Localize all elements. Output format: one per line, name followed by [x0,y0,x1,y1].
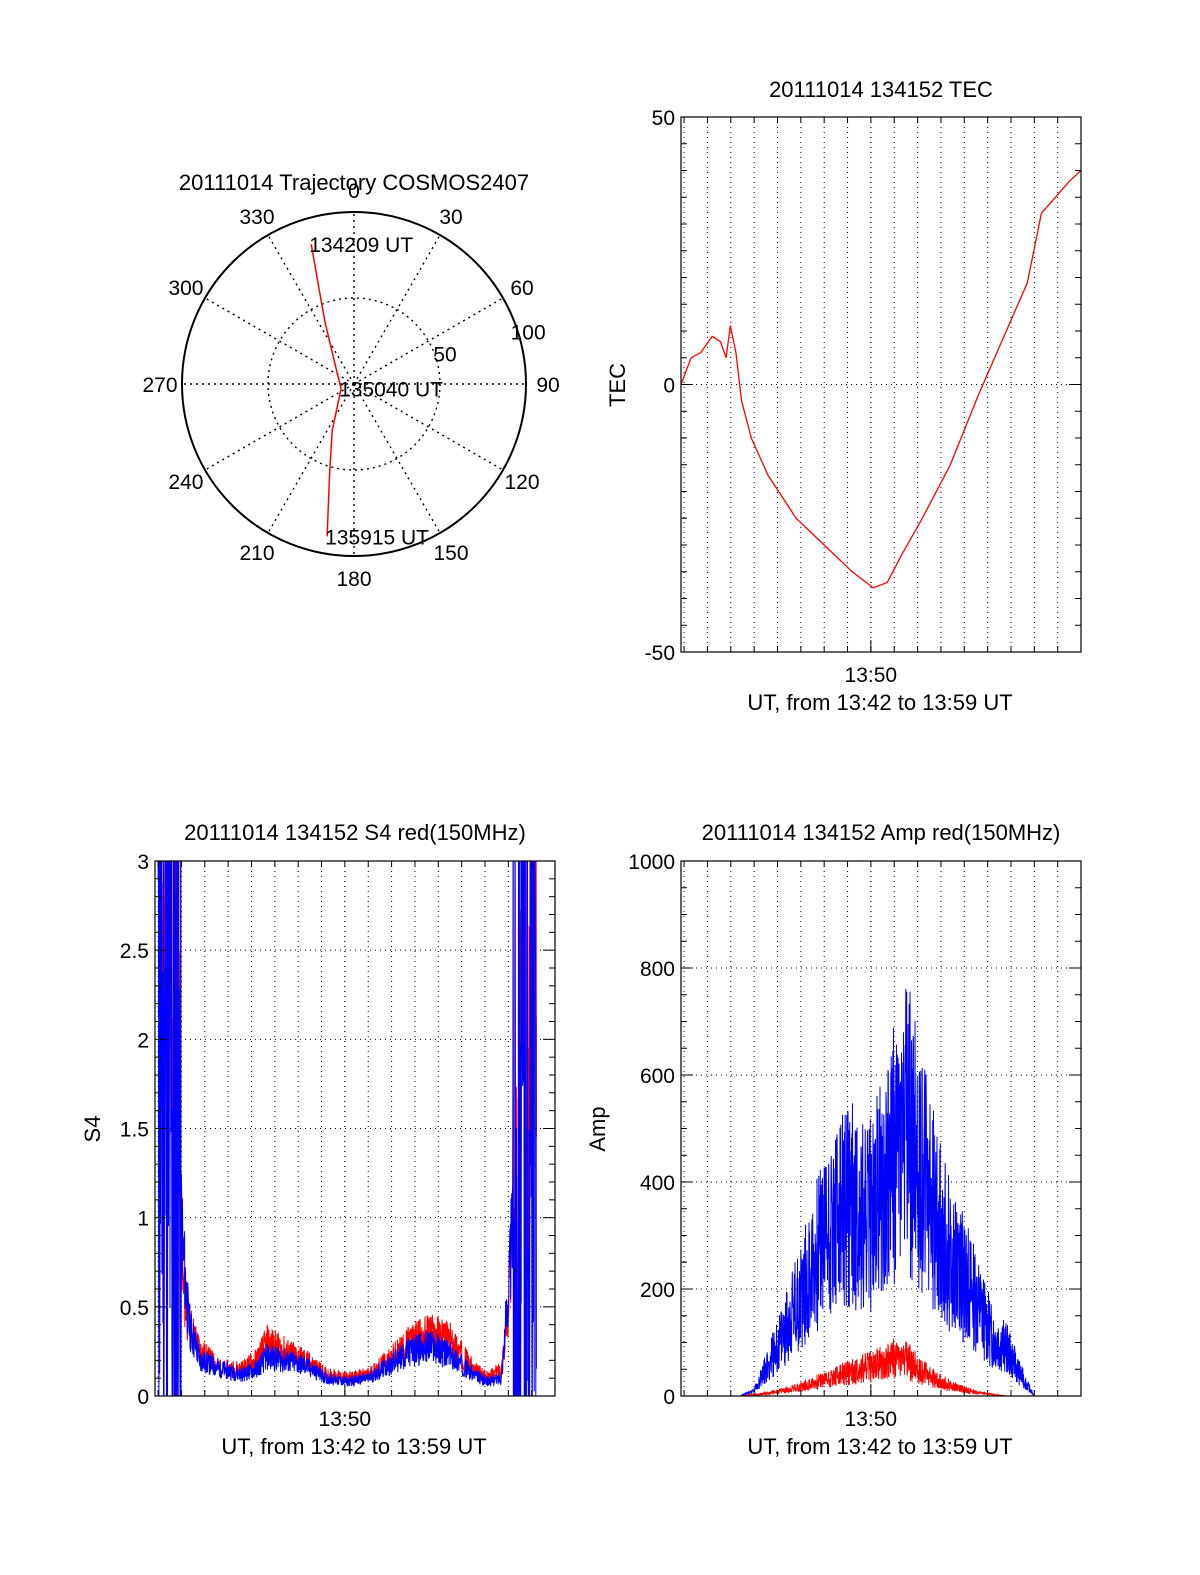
tec-xtick-label: 13:50 [845,664,898,687]
polar-grid-spoke [267,234,355,385]
polar-azimuth-label: 240 [168,471,203,494]
polar-grid-spoke [353,297,504,385]
amp-ytick-label: 800 [640,958,675,981]
amp-ticks: 0 200 400 600 800 1000 13:50 [628,851,1081,1431]
tec-ytick-label: -50 [645,642,675,665]
trajectory-line [310,244,342,537]
tec-series [681,170,1081,589]
polar-radial-label: 100 [511,321,546,344]
polar-azimuth-label: 180 [336,568,371,591]
polar-azimuth-label: 150 [433,542,468,565]
polar-azimuth-labels: 0 30 60 90 120 150 180 210 240 270 300 330 [142,180,559,591]
amp-ytick-label: 200 [640,1279,675,1302]
s4-ytick-label: 1.5 [120,1119,149,1142]
polar-radial-labels: 50 100 [433,321,545,366]
amp-plot: 20111014 134152 Amp red(150MHz) 0 200 400 6… [585,820,1082,1459]
tec-ytick-label: 0 [663,375,675,398]
s4-ticks: 0 0.5 1 1.5 2 2.5 3 13:50 [120,851,555,1431]
tec-plot: 20111014 134152 TEC -50 0 50 13:50 TEC UT, … [605,77,1082,715]
tec-series-line-TEC [681,170,1081,589]
amp-title: 20111014 134152 Amp red(150MHz) [702,820,1061,845]
polar-grid [182,212,526,556]
polar-azimuth-label: 270 [142,374,177,397]
amp-ytick-label: 600 [640,1065,675,1088]
tec-ylabel: TEC [605,363,630,407]
polar-radial-label: 50 [433,344,456,367]
trajectory-annotation: 135040 UT [339,379,443,402]
polar-grid-spoke [353,383,504,471]
tec-ytick-label: 50 [652,107,675,130]
trajectory-annotation: 134209 UT [309,234,413,257]
s4-plot: 20111014 134152 S4 red(150MHz) 0 0.5 1 1.5 2… [80,820,556,1459]
amp-ytick-label: 400 [640,1172,675,1195]
polar-grid-spoke [353,383,441,534]
amp-xtick-label: 13:50 [845,1408,898,1431]
amp-series [681,988,1081,1396]
s4-xtick-label: 13:50 [319,1408,372,1431]
s4-series-group [157,861,537,1396]
polar-grid-spoke [353,234,441,385]
amp-ylabel: Amp [585,1106,610,1151]
polar-azimuth-label: 210 [239,542,274,565]
polar-azimuth-label: 60 [510,277,533,300]
s4-ytick-label: 0.5 [120,1297,149,1320]
polar-azimuth-label: 90 [536,374,559,397]
s4-ytick-label: 3 [137,851,149,874]
s4-ytick-label: 2.5 [120,940,149,963]
s4-grid [155,861,555,1396]
polar-grid-spoke [204,383,355,471]
amp-series-group [681,988,1081,1396]
polar-azimuth-label: 0 [348,180,360,203]
s4-ylabel: S4 [80,1116,105,1143]
amp-ytick-label: 1000 [628,851,675,874]
polar-grid-spoke [204,297,355,385]
s4-xlabel: UT, from 13:42 to 13:59 UT [221,1434,486,1459]
trajectory-annotations: 134209 UT 135040 UT 135915 UT [309,234,443,549]
s4-title: 20111014 134152 S4 red(150MHz) [184,820,526,845]
polar-azimuth-label: 300 [168,277,203,300]
s4-ytick-label: 2 [137,1029,149,1052]
amp-series-line-blue [681,988,1081,1396]
trajectory-annotation: 135915 UT [325,526,429,549]
amp-xlabel: UT, from 13:42 to 13:59 UT [747,1434,1012,1459]
s4-series-line-blue [157,861,537,1396]
polar-grid-spoke [267,383,355,534]
tec-title: 20111014 134152 TEC [769,77,993,102]
polar-azimuth-label: 330 [239,206,274,229]
trajectory-track [310,244,342,537]
polar-azimuth-label: 30 [439,206,462,229]
s4-series [157,861,537,1396]
tec-series-group [681,170,1081,589]
s4-ytick-label: 0 [137,1386,149,1409]
polar-azimuth-label: 120 [504,471,539,494]
s4-ytick-label: 1 [137,1208,149,1231]
amp-ytick-label: 0 [663,1386,675,1409]
trajectory-title: 20111014 Trajectory COSMOS2407 [179,170,529,195]
tec-ticks: -50 0 50 13:50 [645,107,1081,687]
amp-series-line-red [681,1338,1081,1396]
tec-xlabel: UT, from 13:42 to 13:59 UT [747,690,1012,715]
trajectory-plot: 20111014 Trajectory COSMOS2407 0 30 60 90 12… [142,170,559,591]
polar-outer-circle [181,211,527,557]
tec-grid [681,117,1081,652]
